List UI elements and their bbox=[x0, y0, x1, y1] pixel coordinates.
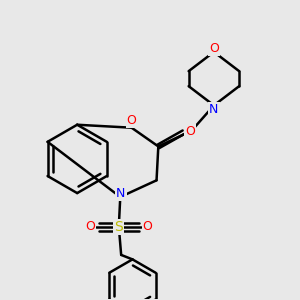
Text: N: N bbox=[116, 187, 126, 200]
Text: S: S bbox=[114, 220, 123, 234]
Text: O: O bbox=[209, 42, 219, 55]
Text: O: O bbox=[143, 220, 153, 233]
Text: O: O bbox=[127, 114, 136, 128]
Text: N: N bbox=[209, 103, 219, 116]
Text: O: O bbox=[85, 220, 95, 233]
Text: O: O bbox=[185, 125, 195, 138]
